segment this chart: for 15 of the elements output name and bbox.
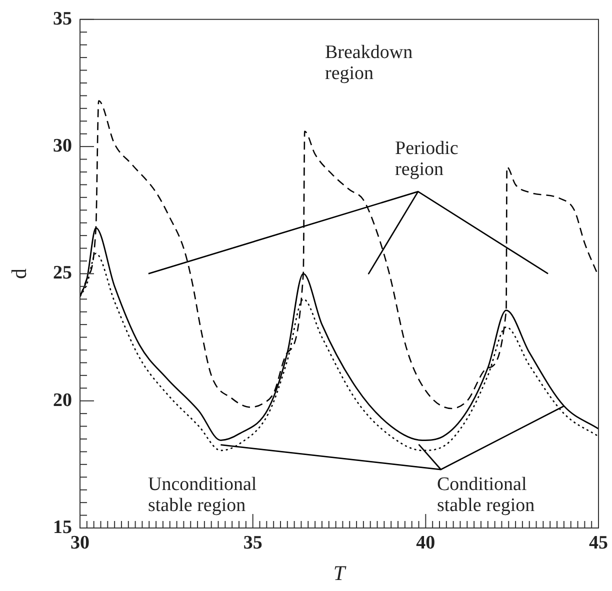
x-tick-label: 40: [416, 532, 436, 554]
annotation: Periodic region: [395, 138, 458, 180]
annotation: Conditional stable region: [437, 474, 535, 516]
y-axis-title: d: [7, 268, 32, 279]
x-tick-label: 35: [243, 532, 262, 554]
x-tick-label: 30: [70, 532, 90, 554]
y-tick-label: 35: [53, 8, 72, 30]
annotation: Breakdown region: [325, 42, 413, 84]
x-axis-title: T: [333, 560, 346, 585]
annotation: Unconditional stable region: [148, 474, 257, 516]
y-tick-label: 15: [53, 516, 72, 538]
y-tick-label: 25: [53, 262, 72, 284]
y-tick-label: 30: [53, 135, 72, 156]
x-tick-label: 45: [589, 532, 608, 554]
y-tick-label: 20: [53, 390, 72, 411]
